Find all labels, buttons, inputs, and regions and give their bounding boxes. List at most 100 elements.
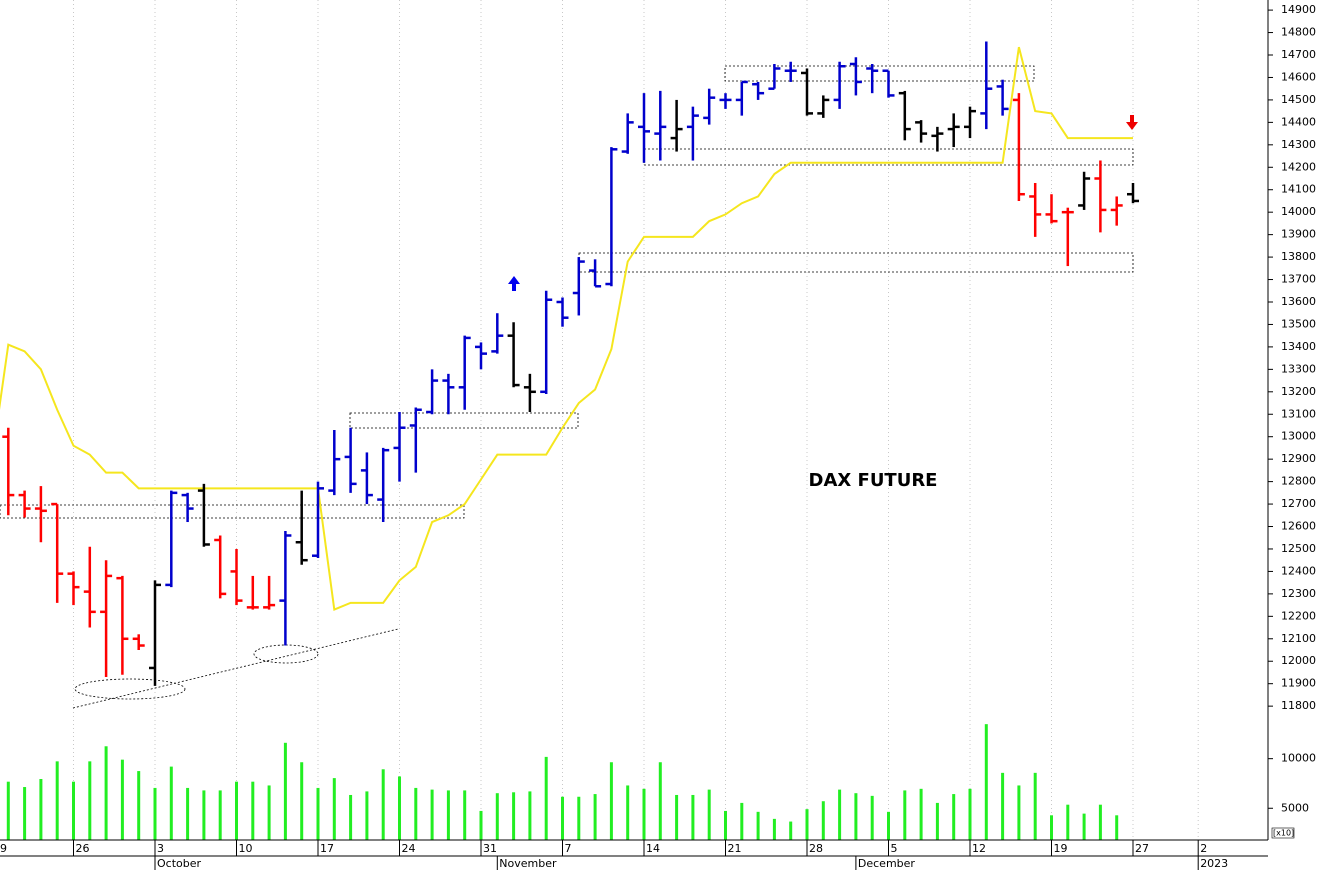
x-tick-label: 26 — [76, 842, 90, 855]
y-tick-label: 14900 — [1281, 3, 1316, 16]
y-tick-label: 14800 — [1281, 26, 1316, 39]
volume-bar — [39, 779, 43, 840]
volume-bar — [772, 818, 776, 840]
volume-bar — [984, 724, 988, 840]
volume-bar — [300, 762, 304, 840]
volume-bar — [870, 795, 874, 840]
y-tick-label: 13700 — [1281, 273, 1316, 286]
volume-bar — [626, 785, 630, 840]
x-tick-label: 31 — [483, 842, 497, 855]
volume-bar — [1098, 804, 1102, 840]
volume-bar — [1115, 815, 1119, 840]
volume-bar — [120, 759, 124, 840]
y-tick-label: 13000 — [1281, 430, 1316, 443]
volume-bar — [1082, 813, 1086, 840]
volume-bar — [316, 787, 320, 840]
annotation: DAX FUTURE — [809, 470, 938, 491]
volume-bar — [935, 802, 939, 840]
volume-bar — [365, 791, 369, 840]
volume-bar — [267, 785, 271, 840]
volume-bar — [821, 801, 825, 840]
y-tick-label: 13300 — [1281, 362, 1316, 375]
y-tick-label: 12300 — [1281, 587, 1316, 600]
x-tick-label: 14 — [646, 842, 660, 855]
volume-bar — [838, 789, 842, 840]
volume-bar — [88, 761, 92, 840]
x-tick-label: 21 — [728, 842, 742, 855]
y-tick-label: 14500 — [1281, 93, 1316, 106]
volume-bar — [854, 793, 858, 840]
y-tick-label: 14000 — [1281, 205, 1316, 218]
x-tick-label: 10 — [239, 842, 253, 855]
volume-bar — [495, 793, 499, 840]
volume-bar — [104, 746, 108, 840]
volume-bar — [153, 787, 157, 840]
volume-unit: [x10] — [1273, 829, 1294, 838]
volume-bar — [561, 796, 564, 840]
volume-bar — [479, 810, 483, 840]
y-tick-label: 14600 — [1281, 70, 1316, 83]
volume-bar — [544, 756, 548, 840]
y-tick-label: 13100 — [1281, 407, 1316, 420]
y-tick-label: 12600 — [1281, 520, 1316, 533]
volume-bar — [251, 781, 255, 840]
signal-line — [0, 46, 1133, 612]
volume-bar — [528, 791, 532, 840]
volume-bar — [577, 796, 581, 840]
y-tick-label: 12900 — [1281, 452, 1316, 465]
volume-bar — [675, 794, 679, 840]
month-label: December — [858, 857, 916, 870]
y-tick-label: 13600 — [1281, 295, 1316, 308]
y-tick-label: 13400 — [1281, 340, 1316, 353]
y-tick-label: 12800 — [1281, 475, 1316, 488]
volume-bar — [609, 762, 613, 840]
volume-bar — [593, 794, 597, 840]
volume-bar — [186, 787, 190, 840]
volume-bar — [169, 766, 173, 840]
volume-bar — [740, 802, 744, 840]
volume-bar — [202, 790, 206, 840]
x-tick-label: 17 — [320, 842, 334, 855]
y-tick-label: 14400 — [1281, 115, 1316, 128]
volume-bar — [805, 809, 809, 840]
ellipse — [253, 644, 319, 664]
y-tick-label: 14200 — [1281, 160, 1316, 173]
month-label: October — [157, 857, 201, 870]
x-tick-label: 28 — [809, 842, 823, 855]
volume-bar — [642, 788, 646, 840]
x-tick-label: 12 — [972, 842, 986, 855]
x-tick-label: 27 — [1135, 842, 1149, 855]
volume-bar — [658, 762, 662, 840]
y-tick-label: 13900 — [1281, 228, 1316, 241]
volume-bar — [707, 789, 711, 840]
volume-bar — [952, 794, 956, 840]
x-tick-label: 19 — [1054, 842, 1068, 855]
volume-bar — [919, 788, 923, 840]
up-arrow — [508, 276, 520, 291]
month-label: 2023 — [1200, 857, 1228, 870]
y-tick-label: 12400 — [1281, 564, 1316, 577]
volume-bar — [6, 781, 10, 840]
volume-bar — [789, 821, 793, 840]
volume-bar — [887, 811, 890, 840]
zone — [578, 252, 1134, 273]
y-tick-label: 14100 — [1281, 183, 1316, 196]
y-tick-label: 12200 — [1281, 609, 1316, 622]
volume-bar — [349, 794, 353, 840]
volume-tick-label: 5000 — [1281, 801, 1309, 814]
volume-bar — [756, 811, 760, 840]
y-tick-label: 12500 — [1281, 542, 1316, 555]
volume-tick-label: 10000 — [1281, 752, 1316, 765]
volume-bar — [381, 769, 385, 840]
y-tick-label: 12700 — [1281, 497, 1316, 510]
unit-box — [1271, 827, 1295, 839]
volume-bar — [1033, 772, 1037, 840]
volume-bar — [446, 790, 450, 840]
y-tick-label: 11900 — [1281, 677, 1316, 690]
y-tick-label: 13200 — [1281, 385, 1316, 398]
volume-bar — [512, 792, 516, 840]
ellipse — [74, 678, 186, 700]
y-tick-label: 12000 — [1281, 654, 1316, 667]
x-tick-label: 9 — [0, 842, 7, 855]
y-tick-label: 14300 — [1281, 138, 1316, 151]
